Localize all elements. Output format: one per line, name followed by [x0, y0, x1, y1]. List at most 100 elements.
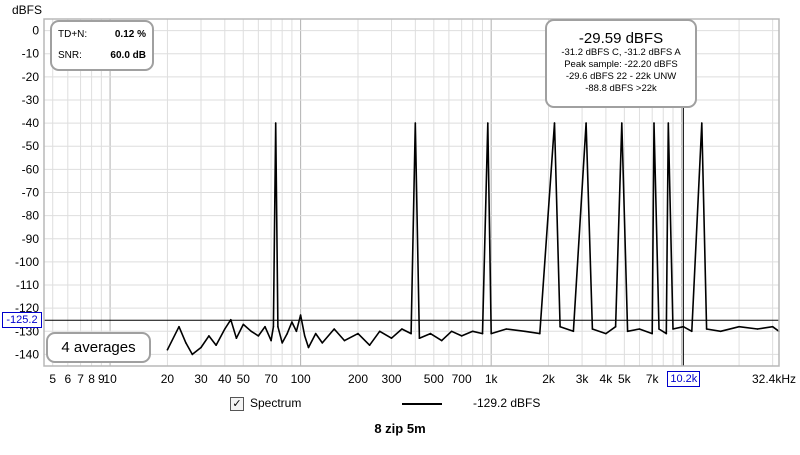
series-group [166, 122, 780, 356]
spectrum-point [390, 337, 393, 340]
x-tick-label: 9 [98, 372, 105, 386]
y-tick-label: -120 [15, 301, 39, 315]
spectrum-point [539, 332, 541, 335]
chart-title: 8 zip 5m [374, 421, 426, 436]
x-tick-label: 4k [600, 372, 614, 386]
thdn-value: 0.12 % [114, 29, 146, 40]
spectrum-point [440, 339, 443, 342]
spectrum-point [291, 321, 293, 323]
snr-label: SNR: [58, 50, 82, 61]
spectrum-point [614, 325, 617, 328]
snr-value: 60.0 dB [110, 50, 146, 61]
spectrum-point [450, 330, 453, 333]
spectrum-point [771, 325, 774, 328]
level-weighted-line: -31.2 dBFS C, -31.2 dBFS A [561, 47, 681, 58]
spectrum-point [303, 335, 306, 337]
spectrum-point [272, 325, 275, 328]
spectrum-point [178, 325, 180, 328]
x-tick-label: 30 [194, 372, 208, 386]
x-tick-label: 7k [646, 372, 660, 386]
distortion-metrics-box: TD+N: 0.12 % SNR: 60.0 dB [50, 20, 154, 71]
level-peak-line: Peak sample: -22.20 dBFS [564, 59, 678, 70]
x-tick-label: 7 [77, 372, 84, 386]
x-tick-label: 6 [64, 372, 71, 386]
x-tick-label: 20 [161, 372, 175, 386]
spectrum-point [166, 349, 169, 351]
spectrum-point [738, 325, 740, 328]
spectrum-point [585, 122, 587, 124]
plot-grid [44, 19, 779, 366]
spectrum-point [224, 328, 226, 330]
spectrum-point [357, 332, 359, 335]
spectrum-point [295, 330, 298, 333]
spectrum-point [665, 332, 668, 335]
spectrum-point [523, 330, 526, 333]
spectrum-point [410, 332, 412, 335]
x-tick-label: 50 [237, 372, 251, 386]
snr-row: SNR: 60.0 dB [58, 50, 146, 64]
x-tick-label: 5 [49, 372, 56, 386]
x-tick-label: 5k [618, 372, 632, 386]
cursor-x-readout[interactable]: 10.2k [667, 371, 701, 387]
spectrum-point [270, 339, 272, 342]
x-tick-label: 500 [424, 372, 444, 386]
spectrum-point [572, 330, 575, 333]
spectrum-point [638, 328, 641, 330]
x-tick-label: 700 [452, 372, 472, 386]
y-axis-unit-label: dBFS [12, 3, 42, 17]
level-band-line: -29.6 dBFS 22 - 22k UNW [565, 71, 677, 82]
y-tick-label: -80 [22, 209, 40, 223]
y-tick-label: -110 [16, 278, 39, 292]
spectrum-point [719, 330, 722, 333]
spectrum-point [481, 332, 484, 335]
x-tick-label: 200 [348, 372, 368, 386]
spectrum-checkbox[interactable]: ✓ [230, 397, 244, 411]
y-tick-label: -20 [22, 70, 40, 84]
y-tick-label: -90 [22, 232, 40, 246]
thdn-label: TD+N: [58, 29, 88, 40]
y-tick-label: -10 [22, 47, 40, 61]
level-above-band-line: -88.8 dBFS >22k [585, 83, 657, 94]
spectrum-point [701, 122, 703, 124]
spectrum-point [378, 330, 381, 333]
spectrum-point [191, 353, 194, 356]
cursor-y-readout[interactable]: -125.2 [2, 312, 42, 329]
legend-line-swatch [402, 403, 442, 405]
spectrum-point [343, 339, 346, 342]
spectrum-point [321, 342, 324, 344]
x-tick-label: 40 [218, 372, 232, 386]
x-tick-label: 1k [485, 372, 499, 386]
spectrum-point [235, 337, 238, 340]
x-tick-label: 70 [264, 372, 278, 386]
x-tick-label: 3k [576, 372, 590, 386]
level-readout-box: -29.59 dBFS -31.2 dBFS C, -31.2 dBFS A P… [545, 19, 697, 108]
plot-frame [43, 18, 780, 367]
spectrum-point [242, 323, 245, 326]
spectrum-point [429, 332, 432, 335]
spectrum-point [667, 122, 670, 124]
spectrum-point [250, 330, 252, 333]
spectrum-point [559, 325, 561, 328]
spectrum-point [621, 122, 623, 124]
y-tick-label: -100 [15, 255, 39, 269]
y-tick-label: -50 [22, 139, 40, 153]
spectrum-point [185, 342, 187, 344]
spectrum-point [307, 346, 310, 349]
spectrum-point [257, 335, 260, 337]
level-main-value: -29.59 dBFS [578, 30, 664, 47]
spectrum-point [651, 332, 653, 335]
spectrum-point [368, 344, 371, 347]
spectrum-point [299, 314, 302, 316]
legend-series-label: Spectrum [250, 396, 302, 410]
spectrum-point [333, 328, 336, 330]
spectrum-point [658, 328, 660, 330]
spectrum-point [626, 330, 629, 333]
spectrum-point [705, 328, 708, 330]
spectrum-point [418, 337, 421, 340]
spectrum-point [414, 122, 417, 124]
spectrum-point [401, 328, 403, 330]
x-tick-label: 100 [291, 372, 311, 386]
spectrum-point [691, 330, 693, 333]
y-tick-label: -30 [22, 93, 40, 107]
